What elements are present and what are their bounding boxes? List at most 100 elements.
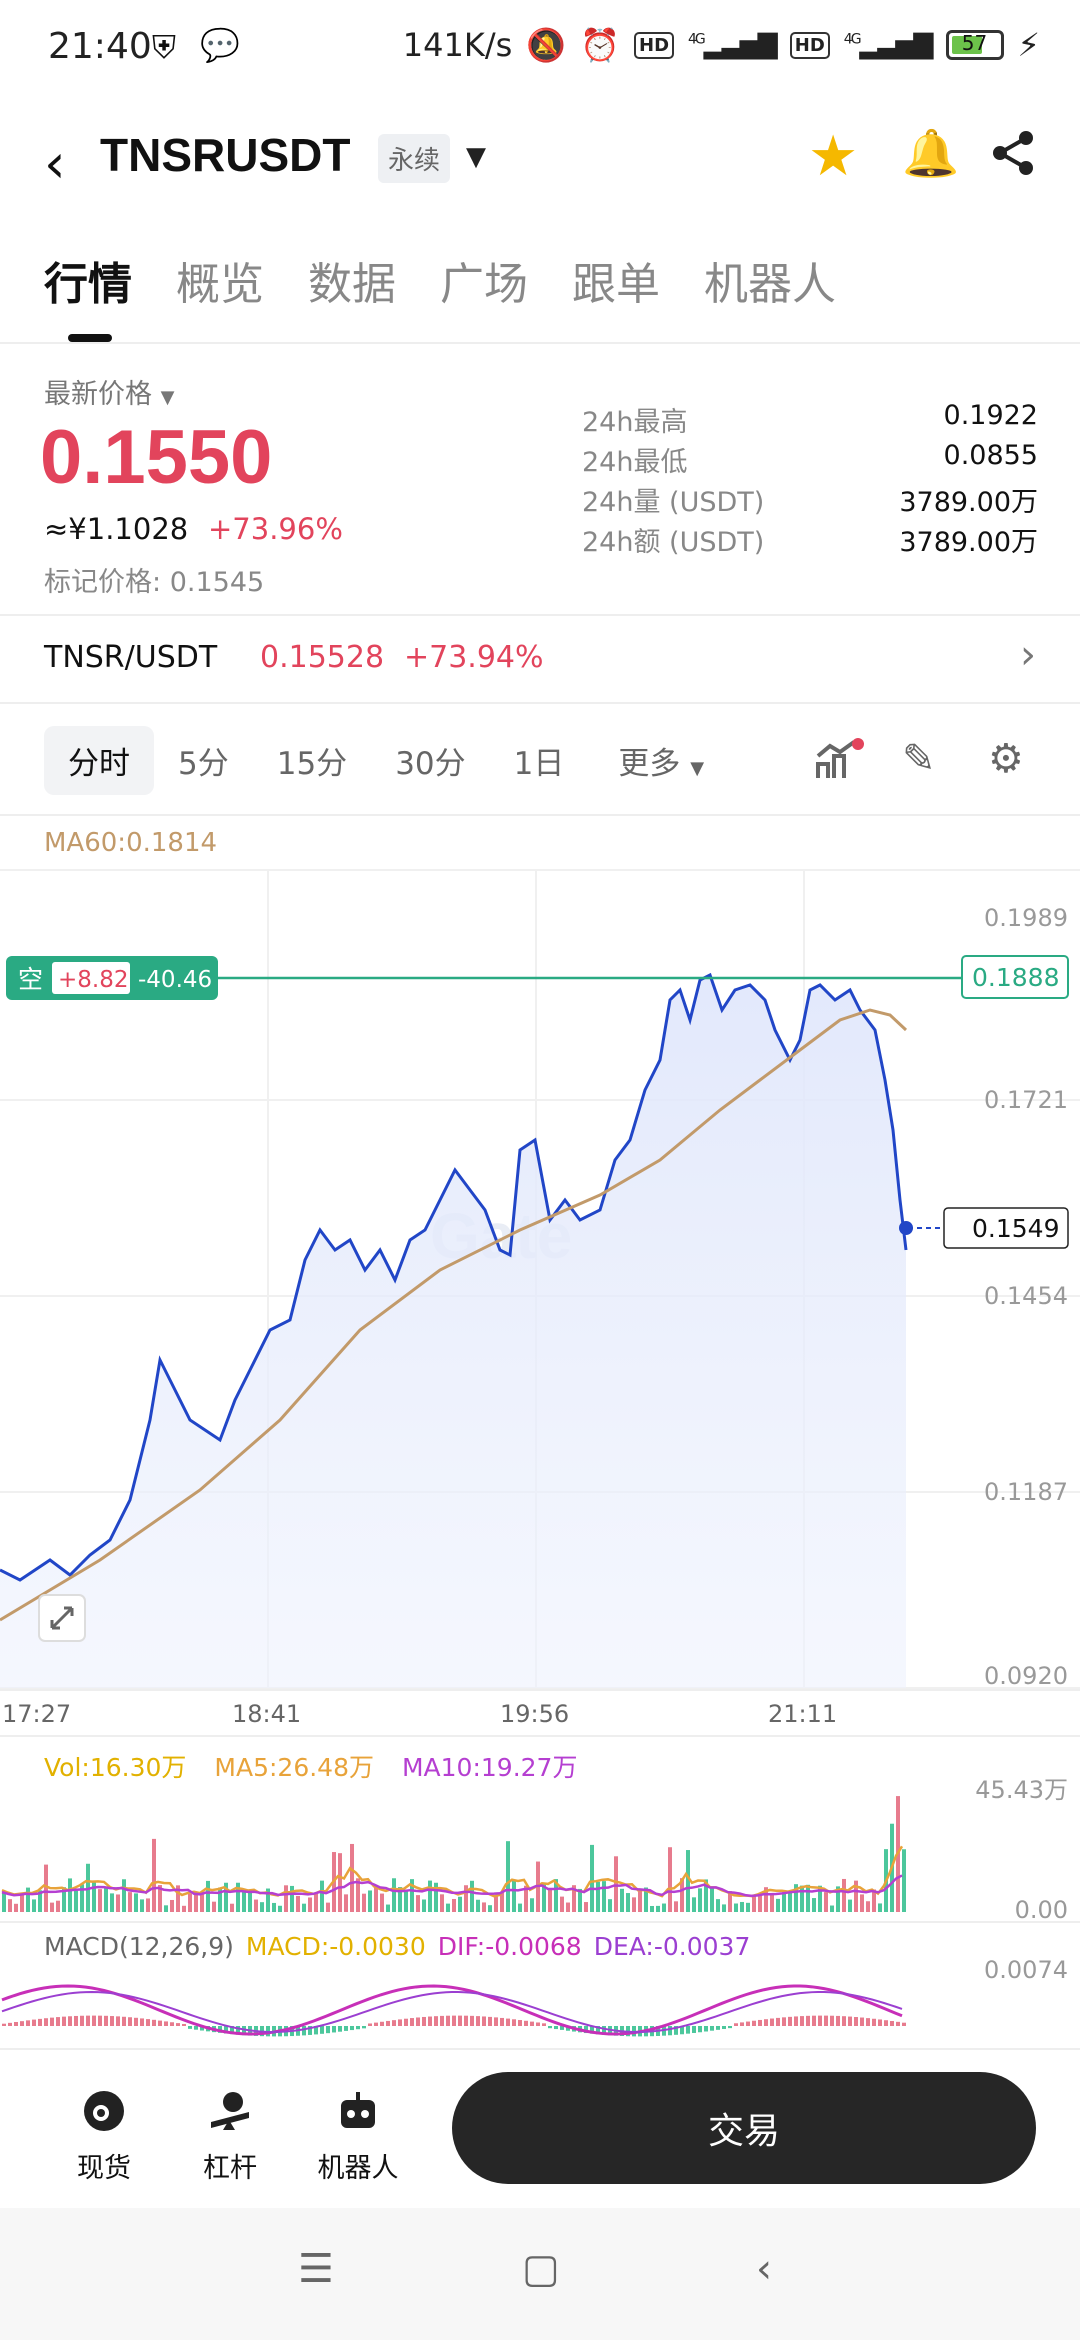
volume-bar xyxy=(206,1880,210,1912)
volume-bar xyxy=(44,1864,48,1912)
net-speed: 141K/s xyxy=(402,26,513,64)
x-tick: 18:41 xyxy=(232,1700,301,1728)
interval-30m[interactable]: 30分 xyxy=(395,745,466,782)
system-nav-bar xyxy=(0,2208,1080,2340)
stat-row: 24h量 (USDT) 3789.00万 xyxy=(582,487,1038,518)
spot-pair-name: TNSR/USDT xyxy=(44,640,218,675)
shield-icon: ⛨ xyxy=(152,28,177,66)
favorite-star-icon[interactable]: ★ xyxy=(808,124,859,189)
dif-value: DIF:-0.0068 xyxy=(437,1932,582,1961)
stat-row: 24h最高 0.1922 xyxy=(582,400,1038,438)
price-chart[interactable]: Gate 空 +8.82 -40.46 0.1888 0.1549 0.1989… xyxy=(0,820,1080,2048)
macd-bar xyxy=(188,2026,192,2029)
macd-bar xyxy=(416,2017,420,2026)
volume-bar xyxy=(302,1903,306,1912)
volume-bar xyxy=(122,1879,126,1912)
interval-5m[interactable]: 5分 xyxy=(178,745,229,782)
macd-bar xyxy=(86,2015,90,2026)
volume-bar xyxy=(530,1898,534,1912)
macd-bar xyxy=(404,2018,408,2026)
share-icon[interactable] xyxy=(990,130,1036,176)
draw-pen-icon[interactable]: ✎ xyxy=(902,736,936,782)
volume-bar xyxy=(32,1899,36,1912)
margin-button[interactable]: 杠杆 xyxy=(180,2076,280,2185)
tab-bot[interactable]: 机器人 xyxy=(704,259,836,310)
volume-bar xyxy=(8,1899,12,1912)
volume-bar xyxy=(518,1903,522,1912)
volume-bar xyxy=(14,1903,18,1912)
indicator-icon[interactable] xyxy=(814,738,866,784)
chevron-down-icon[interactable]: ▼ xyxy=(466,142,486,172)
macd-bar xyxy=(146,2019,150,2026)
menu-icon[interactable]: ☰ xyxy=(298,2246,334,2292)
macd-bar xyxy=(560,2026,564,2030)
volume-bar xyxy=(758,1893,762,1912)
macd-bar xyxy=(830,2015,834,2026)
volume-bar xyxy=(716,1899,720,1912)
back-icon[interactable]: ‹ xyxy=(44,132,66,195)
macd-bar xyxy=(518,2020,522,2026)
expand-icon[interactable] xyxy=(38,1594,86,1642)
macd-bar xyxy=(500,2017,504,2026)
hd-badge-2: HD xyxy=(789,31,830,59)
price-area xyxy=(0,975,906,1688)
macd-bar xyxy=(374,2022,378,2026)
tab-copy-trading[interactable]: 跟单 xyxy=(572,259,660,310)
volume-bar xyxy=(734,1903,738,1912)
price-alert-bell-icon[interactable]: 🔔 xyxy=(902,126,960,180)
macd-bar xyxy=(422,2016,426,2026)
tab-square[interactable]: 广场 xyxy=(440,259,528,310)
macd-bar xyxy=(800,2016,804,2026)
hd-badge-1: HD xyxy=(634,31,675,59)
tab-market[interactable]: 行情 xyxy=(44,259,132,310)
volume-bar xyxy=(788,1892,792,1912)
volume-bar xyxy=(254,1899,258,1912)
tab-data[interactable]: 数据 xyxy=(308,259,396,310)
trade-button[interactable]: 交易 xyxy=(452,2072,1036,2184)
position-tag[interactable]: 空 +8.82 -40.46 xyxy=(6,956,218,1000)
volume-bar xyxy=(824,1892,828,1912)
bot-button[interactable]: 机器人 xyxy=(308,2076,408,2185)
volume-bar xyxy=(626,1893,630,1912)
position-side: 空 xyxy=(18,965,43,994)
back-nav-icon[interactable]: ‹ xyxy=(756,2246,772,2292)
spot-button[interactable]: 现货 xyxy=(54,2076,154,2185)
volume-bar xyxy=(692,1897,696,1912)
volume-bar xyxy=(260,1902,264,1912)
volume-bar xyxy=(452,1898,456,1912)
volume-bar xyxy=(572,1885,576,1912)
settings-gear-icon[interactable]: ⚙ xyxy=(988,736,1024,782)
chevron-right-icon[interactable]: › xyxy=(1020,632,1036,678)
macd-bar xyxy=(176,2023,180,2026)
volume-bar xyxy=(296,1895,300,1912)
volume-bar xyxy=(194,1893,198,1912)
volume-bar xyxy=(374,1884,378,1912)
vol-ma10-line xyxy=(1,1874,903,1898)
interval-15m[interactable]: 15分 xyxy=(276,745,348,782)
volume-bar xyxy=(62,1887,66,1912)
macd-bar xyxy=(704,2026,708,2032)
volume-bar xyxy=(74,1890,78,1912)
macd-bar xyxy=(104,2015,108,2026)
volume-bar xyxy=(410,1879,414,1912)
divider xyxy=(0,702,1080,704)
volume-bar xyxy=(68,1878,72,1912)
home-square-icon[interactable]: ▢ xyxy=(522,2246,560,2292)
volume-bar xyxy=(830,1905,834,1912)
macd-bar xyxy=(590,2026,594,2034)
interval-time-share[interactable]: 分时 xyxy=(44,725,154,795)
contract-symbol[interactable]: TNSRUSDT xyxy=(100,129,351,181)
volume-bar xyxy=(584,1902,588,1912)
interval-1d[interactable]: 1日 xyxy=(513,745,565,782)
tab-overview[interactable]: 概览 xyxy=(176,259,264,310)
interval-more[interactable]: 更多 ▼ xyxy=(618,745,705,782)
macd-bar xyxy=(56,2017,60,2026)
volume-bar xyxy=(38,1890,42,1912)
y-tick: 0.1454 xyxy=(984,1282,1068,1310)
latest-price-label[interactable]: 最新价格 ▼ xyxy=(44,379,175,410)
volume-bar xyxy=(236,1882,240,1912)
volume-bar xyxy=(632,1897,636,1912)
macd-bar xyxy=(302,2026,306,2036)
x-tick: 17:27 xyxy=(2,1700,71,1728)
position-pnl-2: -40.46 xyxy=(138,967,212,993)
